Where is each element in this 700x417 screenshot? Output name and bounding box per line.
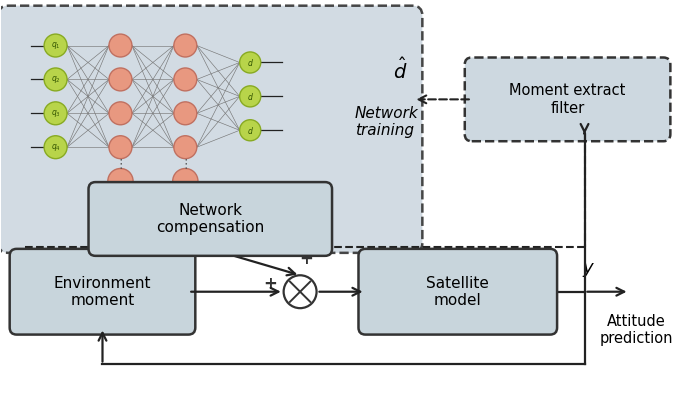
FancyBboxPatch shape [0,6,422,253]
Circle shape [239,86,261,107]
FancyBboxPatch shape [465,58,671,141]
Circle shape [239,52,261,73]
Circle shape [109,102,132,125]
FancyBboxPatch shape [88,182,332,256]
Circle shape [44,68,67,91]
Text: $\hat{d}$: $\hat{d}$ [393,58,407,83]
Text: Network
training: Network training [355,106,419,138]
Circle shape [44,34,67,57]
Text: $d$: $d$ [247,57,253,68]
Text: $q_1$: $q_1$ [50,40,60,51]
Circle shape [109,136,132,158]
Circle shape [174,34,197,57]
Circle shape [284,275,316,308]
Circle shape [109,68,132,91]
Text: +: + [299,250,313,268]
Text: Moment extract
filter: Moment extract filter [510,83,626,116]
Circle shape [174,68,197,91]
Circle shape [173,168,198,194]
Text: $q_3$: $q_3$ [50,108,60,119]
Circle shape [108,168,133,194]
Text: Attitude
prediction: Attitude prediction [600,314,673,346]
Text: Environment
moment: Environment moment [54,276,151,308]
Circle shape [174,136,197,158]
FancyBboxPatch shape [10,249,195,334]
Circle shape [109,34,132,57]
Text: $d$: $d$ [247,91,253,102]
Text: Satellite
model: Satellite model [426,276,489,308]
FancyBboxPatch shape [358,249,557,334]
Text: $q_4$: $q_4$ [50,142,60,153]
Circle shape [239,120,261,141]
Text: +: + [262,275,276,293]
Text: ⋮: ⋮ [114,158,127,171]
Text: $y$: $y$ [582,261,595,279]
Circle shape [44,136,67,158]
Text: ⋮: ⋮ [179,158,192,171]
Circle shape [174,102,197,125]
Text: $q_2$: $q_2$ [50,74,60,85]
Text: Network
compensation: Network compensation [156,203,265,235]
Text: $d$: $d$ [247,125,253,136]
Circle shape [44,102,67,125]
